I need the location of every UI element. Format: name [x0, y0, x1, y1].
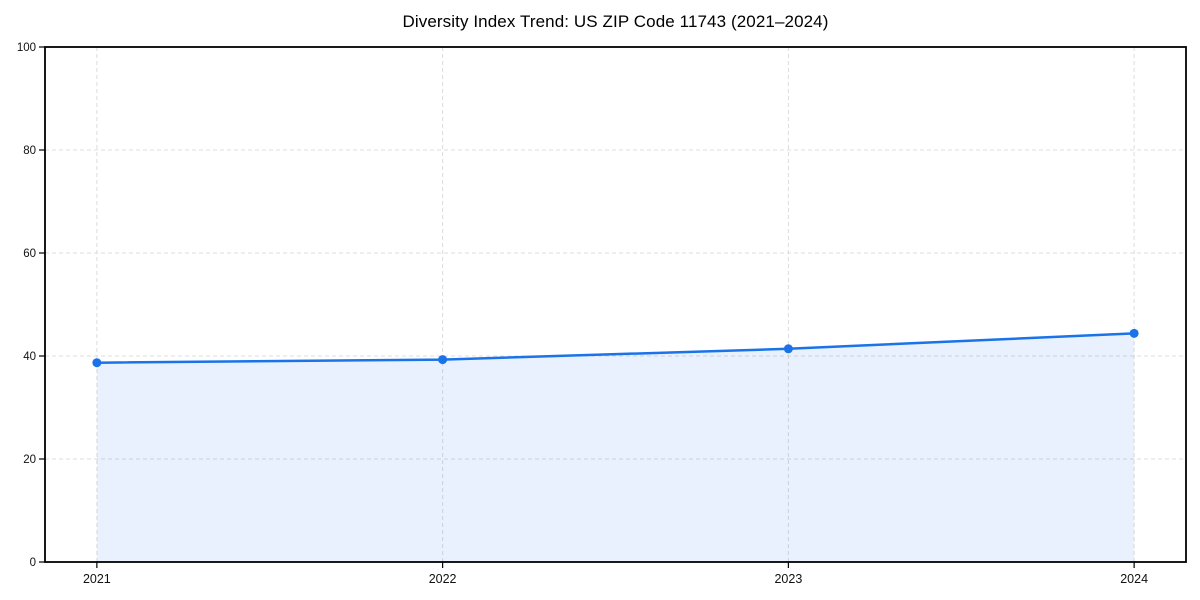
x-tick-label: 2021: [83, 572, 111, 586]
y-tick-label: 20: [23, 454, 36, 466]
data-point-marker: [92, 358, 102, 368]
tick-labels: 0 20 40 60 80 100 2021 2022 2023 2024: [17, 42, 1148, 586]
x-tick-label: 2024: [1120, 572, 1148, 586]
y-tick-label: 40: [23, 351, 36, 363]
gridlines: [45, 47, 1186, 562]
y-tick-label: 0: [30, 557, 36, 569]
tick-marks: [39, 46, 1135, 568]
area-fill: [96, 333, 1135, 562]
y-tick-label: 60: [23, 248, 36, 260]
y-tick-label: 100: [17, 42, 36, 54]
y-tick-label: 80: [23, 145, 36, 157]
data-point-markers: [92, 328, 1139, 368]
trend-line: [95, 332, 1136, 364]
plot-border: [44, 46, 1187, 563]
chart-title: Diversity Index Trend: US ZIP Code 11743…: [402, 12, 829, 31]
x-tick-label: 2023: [774, 572, 802, 586]
data-point-marker: [438, 355, 448, 365]
data-point-marker: [783, 344, 793, 354]
x-tick-label: 2022: [429, 572, 457, 586]
data-point-marker: [1129, 328, 1139, 338]
